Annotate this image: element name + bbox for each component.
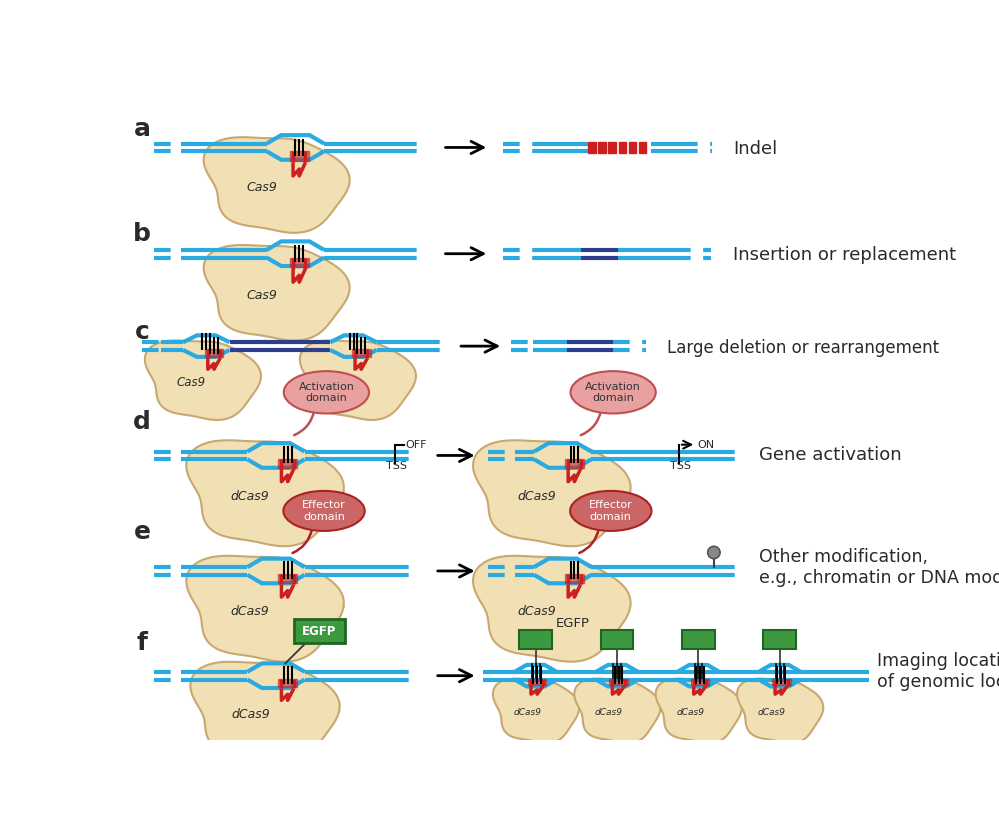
Polygon shape (474, 440, 630, 546)
Polygon shape (204, 137, 350, 233)
Text: Effector
domain: Effector domain (589, 500, 632, 522)
Polygon shape (204, 245, 350, 341)
Polygon shape (300, 341, 416, 420)
Ellipse shape (570, 371, 655, 414)
Polygon shape (191, 661, 340, 762)
Bar (290, 151, 309, 161)
Text: Indel: Indel (733, 140, 777, 158)
Bar (565, 459, 583, 468)
Bar (527, 679, 546, 685)
Text: dCas9: dCas9 (231, 490, 269, 503)
Text: Insertion or replacement: Insertion or replacement (733, 246, 956, 264)
Text: TSS: TSS (386, 461, 407, 471)
Text: ON: ON (697, 440, 714, 450)
Text: TSS: TSS (670, 461, 691, 471)
Text: Cas9: Cas9 (247, 181, 278, 194)
FancyBboxPatch shape (763, 630, 796, 649)
Polygon shape (737, 679, 823, 744)
Polygon shape (186, 556, 344, 661)
Bar (565, 574, 583, 583)
Bar (609, 679, 627, 685)
Bar (628, 142, 636, 153)
Text: Activation
domain: Activation domain (585, 381, 641, 403)
Text: a: a (134, 117, 151, 141)
Text: Cas9: Cas9 (247, 289, 278, 302)
Text: Cas9: Cas9 (177, 376, 206, 389)
Polygon shape (186, 440, 344, 546)
Text: b: b (133, 223, 151, 247)
Circle shape (707, 546, 720, 558)
Bar (279, 574, 297, 583)
Text: c: c (135, 320, 150, 344)
Bar (618, 142, 626, 153)
Bar (290, 258, 309, 268)
Bar (638, 142, 646, 153)
Text: Effector
domain: Effector domain (302, 500, 346, 522)
Polygon shape (493, 679, 579, 744)
Text: f: f (137, 632, 148, 656)
FancyBboxPatch shape (682, 630, 714, 649)
Text: dCas9: dCas9 (595, 709, 623, 717)
Bar (279, 679, 297, 687)
Bar (598, 142, 606, 153)
Ellipse shape (284, 491, 365, 531)
FancyBboxPatch shape (519, 630, 551, 649)
Text: dCas9: dCas9 (513, 709, 541, 717)
Text: dCas9: dCas9 (757, 709, 785, 717)
Text: dCas9: dCas9 (676, 709, 704, 717)
Text: EGFP: EGFP (555, 617, 589, 630)
Polygon shape (145, 341, 261, 420)
Text: dCas9: dCas9 (231, 606, 269, 618)
Polygon shape (574, 679, 660, 744)
Polygon shape (474, 556, 630, 661)
Text: EGFP: EGFP (303, 625, 337, 637)
Text: Imaging location
of genomic locus: Imaging location of genomic locus (877, 652, 999, 691)
Text: dCas9: dCas9 (231, 708, 270, 721)
Bar (352, 349, 371, 357)
Text: dCas9: dCas9 (517, 606, 555, 618)
Ellipse shape (570, 491, 651, 531)
Bar (279, 459, 297, 468)
FancyBboxPatch shape (294, 619, 345, 643)
Bar (690, 679, 709, 685)
Ellipse shape (284, 371, 369, 414)
Text: OFF: OFF (406, 440, 427, 450)
Bar (205, 349, 224, 357)
Bar (772, 679, 790, 685)
Text: Cas9: Cas9 (332, 376, 361, 389)
Text: Large deletion or rearrangement: Large deletion or rearrangement (667, 339, 939, 356)
FancyBboxPatch shape (600, 630, 633, 649)
Text: e: e (134, 520, 151, 544)
Text: Activation
domain: Activation domain (299, 381, 355, 403)
Text: Gene activation: Gene activation (759, 446, 901, 465)
Text: dCas9: dCas9 (517, 490, 555, 503)
Bar (608, 142, 616, 153)
Bar (588, 142, 596, 153)
Text: d: d (133, 410, 151, 434)
Polygon shape (655, 679, 742, 744)
Text: Other modification,
e.g., chromatin or DNA modification: Other modification, e.g., chromatin or D… (759, 548, 999, 587)
